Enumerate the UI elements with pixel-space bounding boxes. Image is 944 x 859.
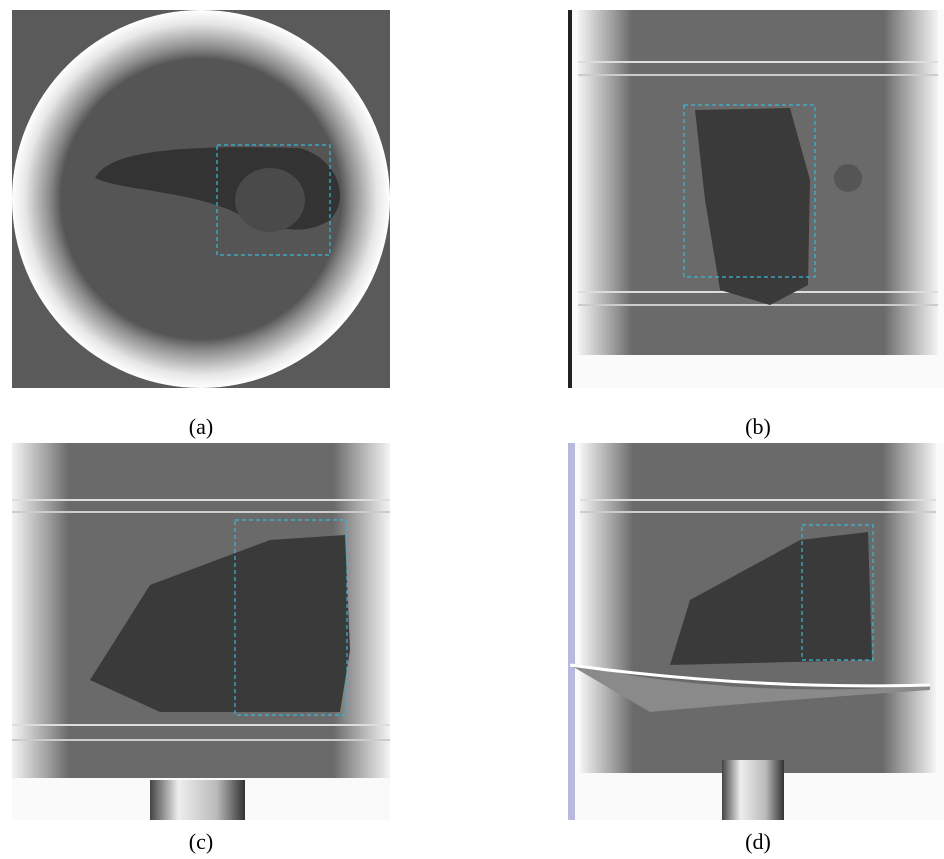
panel-c-image <box>12 443 390 820</box>
panel-b-image <box>568 10 944 388</box>
panel-label: (d) <box>698 829 818 855</box>
figure: (a) (b) (c) (d) <box>0 0 944 859</box>
panel-label: (b) <box>698 414 818 440</box>
panel-a-image <box>12 10 390 388</box>
panel-label: (a) <box>141 414 261 440</box>
panel-label: (c) <box>141 829 261 855</box>
panel-d-image <box>568 443 944 820</box>
